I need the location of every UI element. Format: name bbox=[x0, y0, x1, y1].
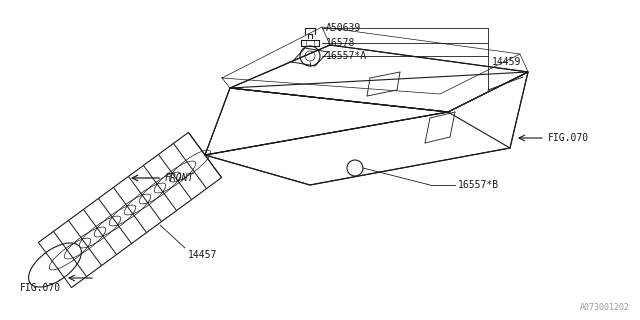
Text: FIG.070: FIG.070 bbox=[548, 133, 589, 143]
Text: FIG.070: FIG.070 bbox=[20, 283, 61, 293]
Text: 16557*B: 16557*B bbox=[458, 180, 499, 190]
Polygon shape bbox=[230, 45, 528, 112]
Text: 14459: 14459 bbox=[492, 57, 522, 67]
Polygon shape bbox=[205, 72, 528, 185]
Polygon shape bbox=[205, 88, 448, 155]
Text: FRONT: FRONT bbox=[165, 173, 195, 183]
Text: 16578: 16578 bbox=[326, 38, 355, 48]
Text: 16557*A: 16557*A bbox=[326, 51, 367, 61]
Text: A073001202: A073001202 bbox=[580, 303, 630, 312]
Text: A50639: A50639 bbox=[326, 23, 361, 33]
Text: 14457: 14457 bbox=[188, 250, 218, 260]
